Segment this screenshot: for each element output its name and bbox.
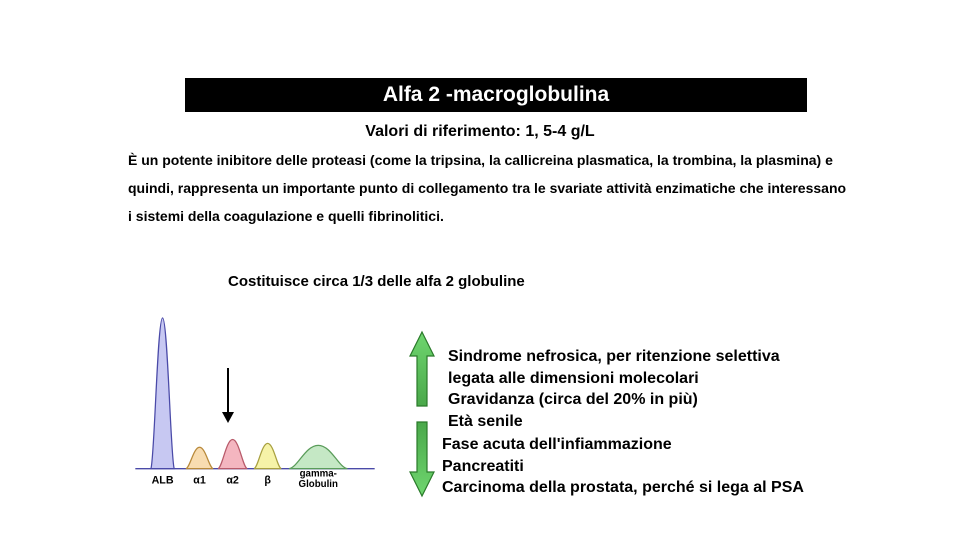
electrophoresis-chart: ALB α1 α2 β gamma-Globulin (120, 313, 390, 493)
increase-item: Gravidanza (circa del 20% in più) (448, 389, 780, 411)
svg-text:α1: α1 (193, 474, 206, 486)
increase-item: Sindrome nefrosica, per ritenzione selet… (448, 346, 780, 368)
down-arrow-icon (408, 420, 436, 498)
description-text: È un potente inibitore delle proteasi (c… (128, 146, 848, 230)
svg-text:α2: α2 (226, 474, 239, 486)
increase-item: Età senile (448, 411, 780, 433)
reference-values: Valori di riferimento: 1, 5-4 g/L (0, 123, 960, 141)
fraction-note: Costituisce circa 1/3 delle alfa 2 globu… (228, 273, 525, 290)
decrease-item: Fase acuta dell'infiammazione (442, 434, 804, 456)
svg-text:β: β (264, 474, 271, 486)
svg-text:ALB: ALB (152, 474, 174, 486)
decrease-item: Pancreatiti (442, 456, 804, 478)
up-arrow-icon (408, 330, 436, 408)
increases-list: Sindrome nefrosica, per ritenzione selet… (448, 346, 780, 432)
svg-text:Globulin: Globulin (299, 479, 338, 490)
increase-item: legata alle dimensioni molecolari (448, 368, 780, 390)
svg-text:gamma-: gamma- (300, 468, 337, 479)
decrease-item: Carcinoma della prostata, perché si lega… (442, 477, 804, 499)
decreases-list: Fase acuta dell'infiammazione Pancreatit… (442, 434, 804, 499)
pointer-arrow-icon (218, 368, 238, 423)
title-bar: Alfa 2 -macroglobulina (185, 78, 807, 112)
